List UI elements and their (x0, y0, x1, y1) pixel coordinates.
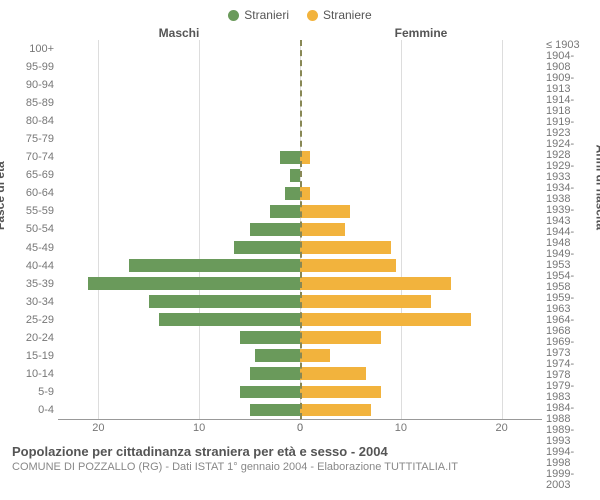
age-tick: 45-49 (0, 239, 58, 257)
birth-tick: 1994-1998 (542, 447, 600, 469)
bar-male (240, 331, 301, 344)
birth-tick: 1934-1938 (542, 183, 600, 205)
legend: Stranieri Straniere (0, 8, 600, 22)
header-male: Maschi (58, 26, 300, 40)
column-headers: Maschi Femmine (0, 26, 600, 40)
age-tick: 75-79 (0, 130, 58, 148)
birth-tick: 1919-1923 (542, 117, 600, 139)
x-axis-female: 0 10 20 (300, 422, 542, 438)
population-pyramid-chart: Stranieri Straniere Maschi Femmine Fasce… (0, 0, 600, 500)
birth-tick: 1914-1918 (542, 95, 600, 117)
bar-female (300, 367, 366, 380)
bar-male (285, 187, 300, 200)
bar-male (240, 386, 301, 399)
plot-area: Fasce di età Anni di nascita 100+95-9990… (0, 40, 600, 420)
bar-female (300, 313, 471, 326)
age-tick: 80-84 (0, 112, 58, 130)
x-tick: 10 (193, 422, 205, 434)
chart-footer: Popolazione per cittadinanza straniera p… (0, 438, 600, 473)
birth-tick: 1999-2003 (542, 469, 600, 491)
chart-subtitle: COMUNE DI POZZALLO (RG) - Dati ISTAT 1° … (12, 461, 588, 473)
y-axis-birth: ≤ 19031904-19081909-19131914-19181919-19… (542, 40, 600, 420)
bar-male (250, 223, 300, 236)
bar-male (88, 277, 300, 290)
age-tick: 20-24 (0, 330, 58, 348)
birth-tick: 1964-1968 (542, 315, 600, 337)
swatch-male (228, 10, 239, 21)
bar-male (250, 367, 300, 380)
bar-female (300, 205, 350, 218)
age-tick: 30-34 (0, 293, 58, 311)
bars-male (58, 40, 300, 419)
x-tick: 20 (92, 422, 104, 434)
bar-male (280, 151, 300, 164)
birth-tick: 1969-1973 (542, 337, 600, 359)
bars-area (58, 40, 542, 420)
bar-male (255, 349, 300, 362)
bar-female (300, 259, 396, 272)
birth-tick: 1929-1933 (542, 161, 600, 183)
legend-item-female: Straniere (307, 8, 372, 22)
birth-tick: 1939-1943 (542, 205, 600, 227)
age-tick: 0-4 (0, 402, 58, 420)
chart-title: Popolazione per cittadinanza straniera p… (12, 444, 588, 459)
age-tick: 10-14 (0, 366, 58, 384)
birth-tick: 1979-1983 (542, 381, 600, 403)
age-tick: 70-74 (0, 149, 58, 167)
y-axis-label-left: Fasce di età (0, 161, 7, 230)
birth-tick: 1949-1953 (542, 249, 600, 271)
age-tick: 40-44 (0, 257, 58, 275)
bar-male (234, 241, 300, 254)
age-tick: 50-54 (0, 221, 58, 239)
age-tick: 55-59 (0, 203, 58, 221)
bar-female (300, 241, 391, 254)
birth-tick: 1989-1993 (542, 425, 600, 447)
legend-label-male: Stranieri (244, 8, 289, 22)
bars-female (300, 40, 542, 419)
center-line (300, 40, 302, 419)
bar-male (250, 404, 300, 417)
bar-male (270, 205, 300, 218)
legend-label-female: Straniere (323, 8, 372, 22)
birth-tick: 1959-1963 (542, 293, 600, 315)
bar-female (300, 404, 371, 417)
age-tick: 35-39 (0, 275, 58, 293)
birth-tick: 1974-1978 (542, 359, 600, 381)
x-axis-male: 0 10 20 (58, 422, 300, 438)
bar-female (300, 331, 381, 344)
y-axis-age: 100+95-9990-9485-8980-8475-7970-7465-696… (0, 40, 58, 420)
bar-female (300, 223, 345, 236)
bar-female (300, 277, 451, 290)
bar-male (149, 295, 300, 308)
age-tick: 85-89 (0, 94, 58, 112)
bar-male (159, 313, 300, 326)
age-tick: 95-99 (0, 58, 58, 76)
x-tick: 10 (395, 422, 407, 434)
age-tick: 60-64 (0, 185, 58, 203)
x-tick: 20 (496, 422, 508, 434)
age-tick: 15-19 (0, 348, 58, 366)
age-tick: 100+ (0, 40, 58, 58)
birth-tick: 1909-1913 (542, 73, 600, 95)
age-tick: 5-9 (0, 384, 58, 402)
swatch-female (307, 10, 318, 21)
x-axis: 0 10 20 0 10 20 (0, 422, 600, 438)
birth-tick: 1984-1988 (542, 403, 600, 425)
y-axis-label-right: Anni di nascita (593, 145, 600, 230)
age-tick: 65-69 (0, 167, 58, 185)
header-female: Femmine (300, 26, 542, 40)
birth-tick: 1904-1908 (542, 51, 600, 73)
birth-tick: 1944-1948 (542, 227, 600, 249)
x-tick: 0 (297, 422, 303, 434)
bar-female (300, 349, 330, 362)
bar-female (300, 386, 381, 399)
legend-item-male: Stranieri (228, 8, 289, 22)
bar-male (290, 169, 300, 182)
birth-tick: 1954-1958 (542, 271, 600, 293)
bar-female (300, 295, 431, 308)
age-tick: 90-94 (0, 76, 58, 94)
age-tick: 25-29 (0, 311, 58, 329)
bar-male (129, 259, 300, 272)
birth-tick: 1924-1928 (542, 139, 600, 161)
